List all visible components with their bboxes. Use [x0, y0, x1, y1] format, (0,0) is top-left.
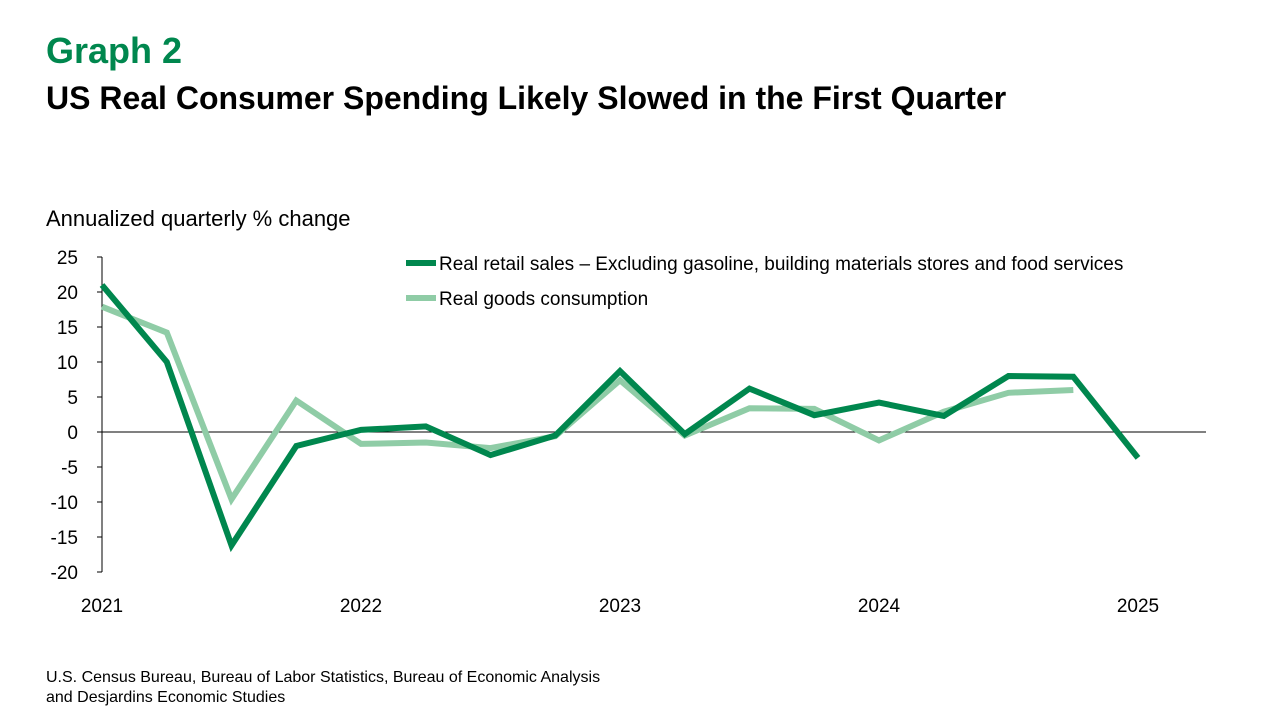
- legend: Real retail sales – Excluding gasoline, …: [406, 254, 1123, 310]
- series-line-real-goods-consumption: [100, 303, 1074, 506]
- chart-title: US Real Consumer Spending Likely Slowed …: [46, 80, 1007, 116]
- x-tick-label: 2024: [858, 596, 901, 617]
- source-line-1: U.S. Census Bureau, Bureau of Labor Stat…: [46, 669, 601, 686]
- y-tick-label: 10: [57, 353, 78, 374]
- legend-label: Real retail sales – Excluding gasoline, …: [439, 254, 1123, 275]
- y-axis-label: Annualized quarterly % change: [46, 206, 351, 231]
- y-tick-label: -15: [51, 528, 78, 549]
- y-tick-label: 5: [67, 388, 78, 409]
- y-tick-label: -5: [61, 458, 78, 479]
- y-tick-label: 15: [57, 318, 78, 339]
- x-tick-label: 2023: [599, 596, 641, 617]
- series-layer: [99, 283, 1141, 553]
- source-line-2: and Desjardins Economic Studies: [46, 689, 286, 706]
- legend-item-real-goods-consumption: Real goods consumption: [406, 289, 648, 310]
- source-note: U.S. Census Bureau, Bureau of Labor Stat…: [46, 668, 600, 708]
- y-tick-label: 0: [67, 423, 78, 444]
- x-tick-label: 2022: [340, 596, 382, 617]
- x-tick-label: 2025: [1117, 596, 1159, 617]
- graph-label: Graph 2: [46, 30, 183, 71]
- legend-label: Real goods consumption: [439, 289, 648, 310]
- y-tick-label: -10: [51, 493, 78, 514]
- series-line-real-retail-sales: [99, 283, 1141, 553]
- legend-item-real-retail-sales: Real retail sales – Excluding gasoline, …: [406, 254, 1123, 275]
- y-tick-label: -20: [51, 563, 78, 584]
- x-tick-label: 2021: [81, 596, 123, 617]
- y-tick-label: 25: [57, 248, 78, 269]
- y-tick-label: 20: [57, 283, 78, 304]
